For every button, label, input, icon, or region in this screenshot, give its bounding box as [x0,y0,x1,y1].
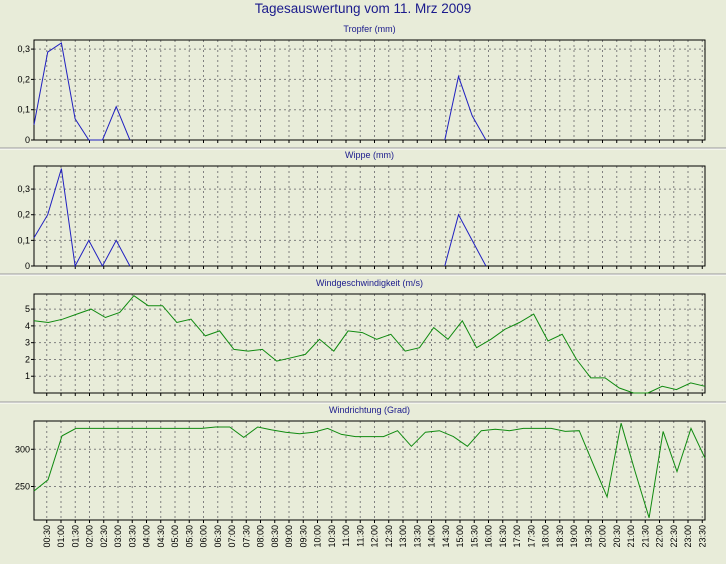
x-tick-label: 06:00 [199,525,209,548]
plot-frame [33,420,706,521]
x-tick-label: 13:00 [398,525,408,548]
x-tick-label: 17:00 [512,525,522,548]
x-tick-label: 17:30 [526,525,536,548]
x-tick-label: 00:30 [42,525,52,548]
x-tick-label: 23:30 [697,525,707,548]
panel-3: Windgeschwindigkeit (m/s) 1 2 3 4 5 [25,278,706,396]
x-axis: 00:30 01:00 01:30 02:00 02:30 03:00 03:30 04:00… [42,525,708,548]
x-tick-label: 23:00 [683,525,693,548]
x-tick-label: 03:30 [127,525,137,548]
y-tick-label: 5 [25,304,30,314]
x-tick-label: 08:30 [270,525,280,548]
x-tick-label: 06:30 [213,525,223,548]
y-tick-label: 0 [25,135,30,145]
panel-4: Windrichtung (Grad) 250 300 [15,405,706,523]
x-tick-label: 10:30 [327,525,337,548]
x-tick-label: 22:00 [655,525,665,548]
y-tick-label: 250 [15,482,30,492]
x-tick-label: 16:30 [498,525,508,548]
x-tick-label: 21:00 [626,525,636,548]
y-tick-label: 0,1 [17,105,30,115]
x-tick-label: 02:00 [85,525,95,548]
x-tick-label: 09:30 [298,525,308,548]
series-line [33,168,131,268]
x-tick-label: 07:00 [227,525,237,548]
x-tick-label: 20:00 [598,525,608,548]
x-tick-label: 15:00 [455,525,465,548]
plot-area [34,166,705,266]
panel-2: Wippe (mm) 0 0,1 0,2 0,3 [17,150,706,271]
x-tick-label: 11:30 [355,525,365,547]
series-line [33,295,706,394]
y-tick-label: 0 [25,261,30,271]
x-tick-label: 12:00 [370,525,380,548]
x-tick-label: 12:30 [384,525,394,548]
x-tick-label: 18:30 [555,525,565,548]
x-tick-label: 15:30 [469,525,479,548]
panel-1: Tropfer (mm) 0 0,1 0,2 0,3 [17,24,706,145]
chart-title: Tagesauswertung vom 11. Mrz 2009 [254,1,472,16]
x-tick-label: 08:00 [256,525,266,548]
y-tick-label: 0,3 [17,44,30,54]
plot-frame [33,293,706,394]
x-tick-label: 22:30 [669,525,679,548]
y-tick-label: 3 [25,338,30,348]
x-tick-label: 04:00 [142,525,152,548]
plot-area [34,40,705,140]
x-tick-label: 01:30 [70,525,80,548]
series-line [33,42,131,141]
x-tick-label: 19:00 [569,525,579,548]
y-tick-label: 0,2 [17,74,30,84]
series-line [444,74,487,141]
y-tick-label: 300 [15,444,30,454]
panel-title: Windgeschwindigkeit (m/s) [316,278,423,288]
x-tick-label: 20:30 [612,525,622,548]
x-tick-label: 14:30 [441,525,451,548]
x-tick-label: 13:30 [412,525,422,548]
x-tick-label: 05:00 [170,525,180,548]
x-tick-label: 02:30 [99,525,109,548]
x-tick-label: 04:30 [156,525,166,548]
y-tick-label: 0,1 [17,235,30,245]
panel-title: Tropfer (mm) [343,24,395,34]
plot-frame [33,39,706,141]
x-tick-label: 01:00 [56,525,66,548]
x-tick-label: 21:30 [640,525,650,548]
y-tick-label: 2 [25,354,30,364]
x-tick-label: 05:30 [184,525,194,548]
plot-frame [33,165,706,267]
y-tick-label: 0,2 [17,210,30,220]
y-tick-label: 0,3 [17,184,30,194]
series-line [33,423,706,518]
x-tick-label: 11:00 [341,525,351,547]
x-tick-label: 03:00 [113,525,123,548]
x-tick-label: 16:00 [484,525,494,548]
y-tick-label: 4 [25,321,30,331]
x-tick-label: 18:00 [541,525,551,548]
plot-area [34,421,705,520]
x-tick-label: 14:00 [427,525,437,548]
series-line [444,213,487,267]
y-tick-label: 1 [25,371,30,381]
x-tick-label: 19:30 [583,525,593,548]
panel-title: Windrichtung (Grad) [329,405,410,415]
panel-title: Wippe (mm) [345,150,394,160]
x-tick-label: 10:00 [313,525,323,548]
x-tick-label: 09:00 [284,525,294,548]
x-tick-label: 07:30 [241,525,251,548]
